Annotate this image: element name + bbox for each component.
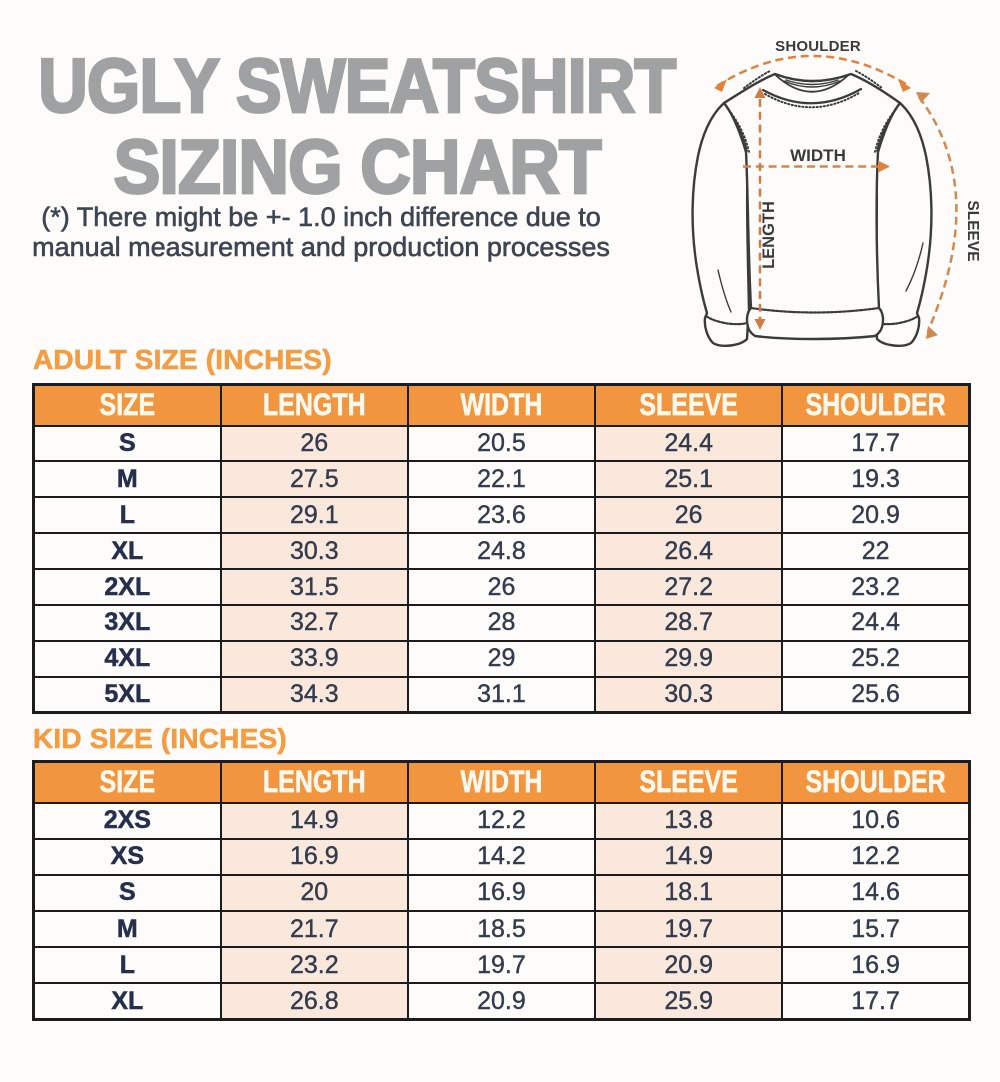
svg-text:SLEEVE: SLEEVE [964, 200, 981, 261]
svg-text:LENGTH: LENGTH [760, 201, 778, 269]
svg-text:WIDTH: WIDTH [790, 146, 846, 165]
svg-text:SHOULDER: SHOULDER [775, 38, 861, 55]
